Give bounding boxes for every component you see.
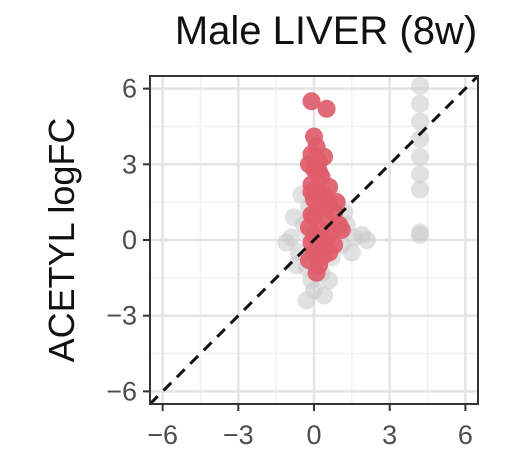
red-data-point [307, 263, 326, 282]
x-tick-label: −6 [147, 420, 178, 450]
gray-data-point [410, 112, 429, 131]
x-tick-label: 6 [458, 420, 473, 450]
x-tick-label: 0 [306, 420, 321, 450]
gray-data-point [410, 165, 429, 184]
gray-data-point [277, 233, 296, 252]
gray-data-point [410, 94, 429, 113]
y-tick-label: 3 [122, 149, 137, 179]
gray-data-point [410, 77, 429, 96]
gray-data-point [410, 180, 429, 199]
red-data-point [305, 225, 323, 244]
y-axis-label: ACETYL logFC [41, 118, 82, 363]
gray-data-point [284, 208, 303, 227]
gray-data-point [315, 286, 334, 305]
y-tick-label: 6 [122, 74, 137, 104]
gray-data-point [410, 147, 429, 166]
red-data-point [299, 155, 318, 174]
chart-title: Male LIVER (8w) [175, 9, 477, 53]
gray-data-point [410, 130, 429, 149]
y-tick-label: −3 [106, 301, 137, 331]
red-data-point [315, 147, 334, 166]
y-tick-label: 0 [122, 225, 137, 255]
gray-data-point [410, 225, 429, 244]
gray-data-point [357, 231, 376, 249]
x-tick-label: −3 [223, 420, 254, 450]
red-data-point [302, 92, 321, 111]
axis-ticks: −6 −3 0 3 6 −6 −3 0 3 6 [106, 74, 473, 450]
red-data-point [332, 220, 351, 239]
y-tick-label: −6 [106, 376, 137, 406]
gray-data-point [297, 291, 316, 310]
red-points [299, 92, 351, 282]
red-data-point [302, 205, 321, 224]
red-data-point [312, 193, 331, 212]
red-data-point [320, 178, 339, 197]
x-tick-label: 3 [382, 420, 397, 450]
red-data-point [327, 193, 346, 212]
red-data-point [317, 99, 336, 118]
red-data-point [320, 243, 339, 262]
identity-reference-line [148, 74, 480, 406]
gray-data-point [342, 243, 361, 262]
